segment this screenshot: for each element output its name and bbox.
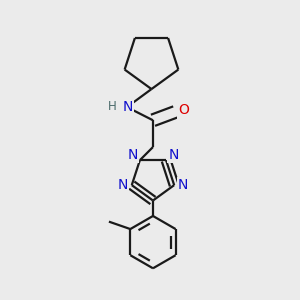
Text: N: N	[118, 178, 128, 192]
Text: N: N	[178, 178, 188, 192]
Text: H: H	[108, 100, 117, 113]
Text: N: N	[168, 148, 179, 162]
Text: N: N	[122, 100, 133, 114]
Text: N: N	[127, 148, 138, 162]
Text: O: O	[178, 103, 189, 118]
